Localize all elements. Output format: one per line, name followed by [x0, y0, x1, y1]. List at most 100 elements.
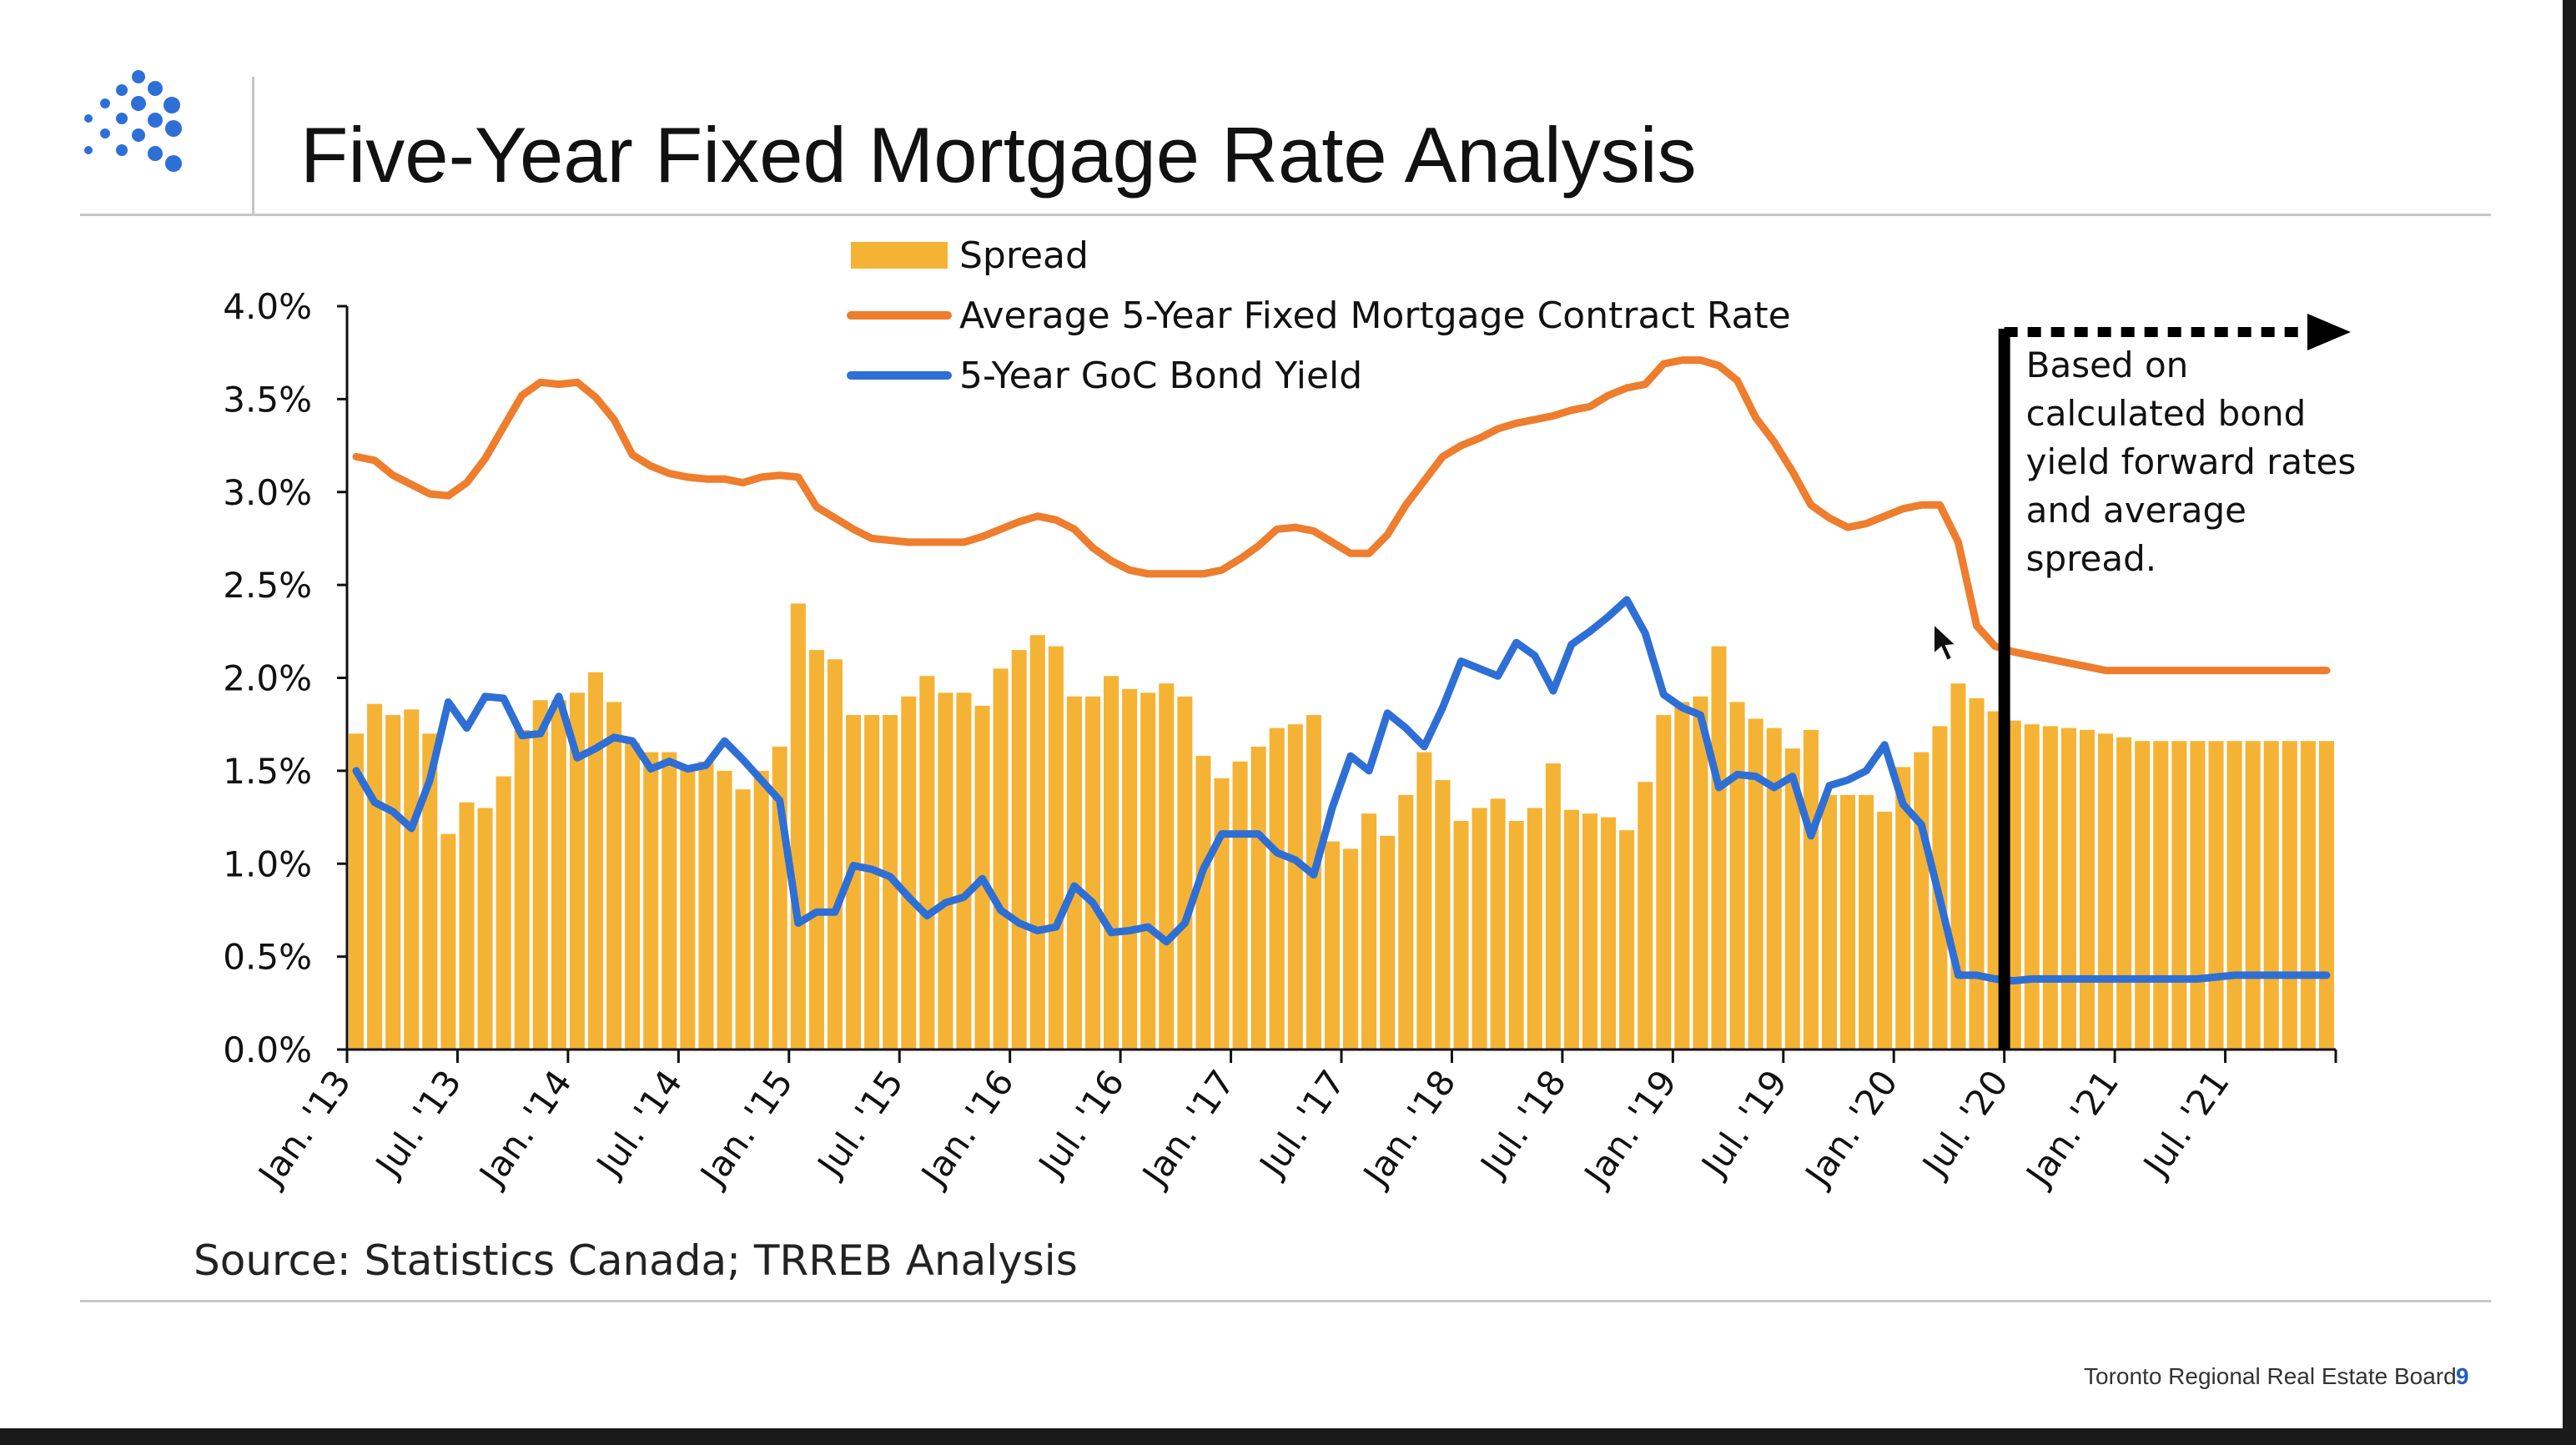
x-tick-label: Jul. '20 [1913, 1063, 2016, 1186]
spread-bar [1859, 794, 1874, 1050]
spread-bar [1748, 718, 1763, 1050]
spread-bar [919, 676, 935, 1050]
x-tick-label: Jul. '15 [808, 1063, 912, 1186]
spread-bar [938, 692, 953, 1050]
spread-bar [532, 700, 548, 1050]
x-tick-label: Jan. '15 [691, 1063, 801, 1196]
logo-dot [100, 98, 110, 108]
spread-bar [477, 808, 493, 1050]
logo-dot [165, 155, 182, 172]
spread-bar [643, 752, 659, 1050]
spread-bar [349, 733, 365, 1050]
spread-bar [993, 668, 1009, 1050]
x-tick-label: Jan. '20 [1796, 1063, 1906, 1196]
logo-dot [131, 96, 146, 111]
spread-bar [662, 752, 677, 1050]
spread-bar [1601, 817, 1617, 1050]
spread-bar [2300, 741, 2316, 1050]
spread-bar [1361, 813, 1377, 1050]
logo-dot [132, 128, 145, 142]
title-divider [252, 77, 254, 215]
spread-bar [680, 765, 696, 1050]
x-tick-label: Jul. '17 [1250, 1063, 1354, 1186]
spread-bar [1914, 752, 1929, 1050]
spread-bar [2098, 733, 2114, 1050]
spread-bar [1840, 794, 1856, 1050]
spread-bar [422, 733, 438, 1050]
spread-bar [2263, 741, 2279, 1050]
spread-bar [2318, 741, 2334, 1050]
x-tick-label: Jan. '18 [1354, 1063, 1464, 1196]
spread-bar [1084, 696, 1101, 1050]
spread-bar [1140, 692, 1156, 1050]
spread-bar [1582, 813, 1598, 1050]
chart: 0.0% 0.5% 1.0% 1.5% 2.0% 2.5% 3.0% 3.5% 4.0% Jan.… [223, 234, 2357, 1196]
spread-bar [1527, 808, 1542, 1050]
spread-bar [1563, 809, 1579, 1050]
spread-bar [1508, 821, 1524, 1050]
spread-bar [1950, 683, 1966, 1050]
logo-dot [116, 84, 128, 96]
spread-bar [1177, 696, 1193, 1050]
spread-bar [1693, 696, 1708, 1050]
legend-label: 5-Year GoC Bond Yield [959, 355, 1362, 397]
x-tick-label: Jul. '21 [2134, 1063, 2237, 1186]
logo-dot [165, 120, 182, 137]
page-title: Five-Year Fixed Mortgage Rate Analysis [300, 111, 1697, 199]
spread-bar [1545, 763, 1561, 1050]
logo-dot [116, 113, 128, 124]
forecast-annotation-line: yield forward rates [2026, 441, 2357, 482]
logo-dot [148, 113, 163, 128]
spread-bar [1250, 746, 1266, 1050]
spread-bar [2153, 741, 2169, 1050]
forecast-annotation-line: Based on [2026, 345, 2189, 385]
spread-bar [753, 770, 769, 1050]
x-tick-label: Jul. '18 [1472, 1063, 1575, 1186]
spread-bar [956, 692, 972, 1050]
y-tick-label: 2.0% [223, 658, 312, 699]
spread-bar [1048, 646, 1064, 1050]
legend-label: Average 5-Year Fixed Mortgage Contract R… [959, 295, 1791, 337]
logo-dot [164, 97, 180, 113]
x-tick-label: Jan. '16 [912, 1063, 1022, 1196]
spread-bar [2042, 726, 2058, 1050]
spread-bar [1619, 830, 1635, 1050]
spread-bar [2135, 741, 2151, 1050]
logo-dot [148, 146, 163, 161]
forecast-annotation-line: and average [2026, 490, 2246, 531]
forecast-annotation: Based on calculated bond yield forward rat… [2026, 345, 2357, 579]
source-note: Source: Statistics Canada; TRREB Analysi… [194, 1236, 1078, 1285]
spread-bar [1029, 635, 1045, 1050]
y-tick-label: 3.5% [223, 379, 312, 420]
y-tick-label: 4.0% [223, 286, 312, 327]
spread-bar [1287, 724, 1303, 1050]
spread-bar [790, 603, 806, 1050]
footer-org-name: Toronto Regional Real Estate Board [2084, 1363, 2457, 1389]
spread-bar [1214, 778, 1230, 1050]
spread-bar [1877, 811, 1893, 1050]
spread-bar [514, 729, 530, 1050]
logo-dot [100, 128, 110, 138]
footer-rule [80, 1300, 2491, 1302]
spread-bar [735, 789, 751, 1050]
spread-bar [1195, 756, 1211, 1050]
x-tick-label: Jan. '21 [2017, 1063, 2127, 1196]
logo-dot [148, 81, 163, 96]
spread-bar [1711, 646, 1727, 1050]
spread-bar [1784, 748, 1800, 1050]
spread-bar [404, 709, 420, 1050]
spread-bar [1674, 702, 1690, 1050]
spread-bar [1380, 835, 1396, 1050]
mortgage-rate-line [352, 356, 2331, 675]
spread-bar [1324, 841, 1340, 1050]
spread-bar [569, 692, 585, 1050]
logo-dot [84, 114, 93, 123]
spread-bar [1656, 715, 1672, 1050]
spread-bar [827, 659, 843, 1050]
x-tick-label: Jul. '16 [1029, 1063, 1133, 1186]
spread-bar [883, 715, 898, 1050]
dot-grid-logo-icon [84, 70, 182, 172]
logo-dot [116, 144, 128, 156]
spread-bars [349, 603, 2334, 1050]
